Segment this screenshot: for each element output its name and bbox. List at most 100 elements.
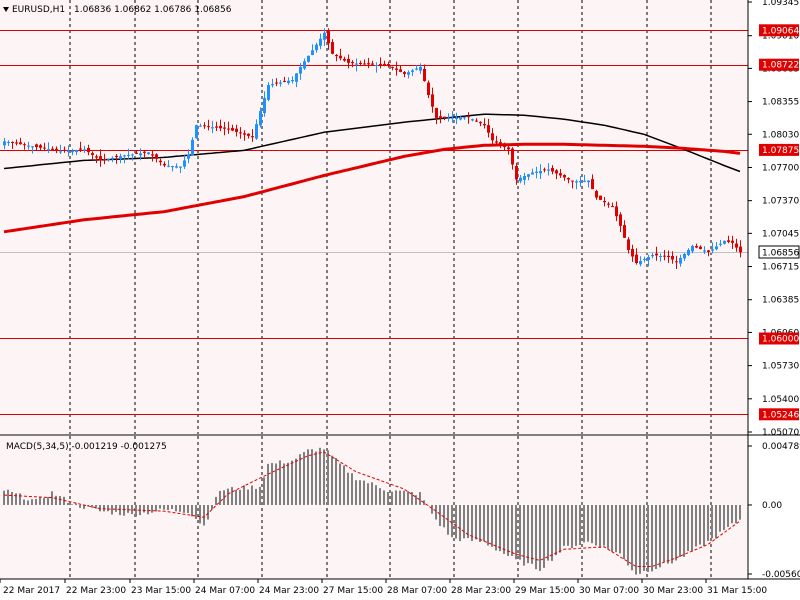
candle-body [147, 152, 150, 155]
candle-body [339, 55, 342, 59]
candle-body [495, 141, 498, 143]
macd-bar [155, 505, 157, 512]
macd-bar [227, 488, 229, 505]
macd-bar [159, 505, 161, 509]
candle-body [387, 64, 390, 66]
macd-bar [3, 490, 5, 505]
time-tick-label: 24 Mar 23:00 [259, 586, 319, 596]
candle-body [723, 240, 726, 244]
candle-body [311, 50, 314, 55]
macd-bar [183, 505, 185, 513]
macd-bar [219, 490, 221, 505]
candle-body [447, 117, 450, 119]
candle-body [643, 259, 646, 260]
candle-body [375, 65, 378, 67]
macd-bar [7, 489, 9, 505]
candle-body [55, 148, 58, 151]
macd-bar [179, 505, 181, 512]
macd-bar [615, 505, 617, 553]
current-price-tag: 1.06856 [758, 245, 800, 259]
macd-bar [711, 505, 713, 539]
macd-bar [499, 505, 501, 552]
macd-tick-label: -0.005605 [762, 570, 800, 580]
candle-body [83, 149, 86, 151]
macd-bar [443, 505, 445, 528]
macd-bar [75, 503, 77, 505]
candle-body [699, 246, 702, 249]
macd-bar [659, 505, 661, 568]
candle-body [415, 68, 418, 70]
candle-body [91, 153, 94, 155]
candle-body [155, 154, 158, 159]
candle-body [707, 250, 710, 252]
price-tick-label: 1.09345 [762, 0, 799, 8]
macd-bar [479, 505, 481, 542]
macd-bar [371, 482, 373, 505]
macd-bar [307, 449, 309, 505]
candle-body [79, 148, 82, 150]
macd-bar [715, 505, 717, 539]
macd-bar [335, 458, 337, 505]
macd-bar [415, 495, 417, 505]
macd-bar [171, 505, 173, 509]
candle-body [659, 256, 662, 257]
macd-bar [111, 505, 113, 515]
candle-body [247, 133, 250, 136]
macd-bar [459, 505, 461, 542]
candle-body [19, 142, 22, 145]
moving-average-0 [3, 113, 741, 173]
candle-body [623, 225, 626, 238]
macd-signal [3, 451, 741, 567]
macd-bar [679, 505, 681, 557]
macd-bar [575, 505, 577, 546]
candle-body [115, 155, 118, 158]
macd-bar [263, 477, 265, 505]
candle-body [451, 117, 454, 119]
candle-body [267, 85, 270, 100]
candle-body [419, 66, 422, 71]
macd-bar [15, 493, 17, 505]
candle-body [607, 203, 610, 205]
macd-bar [587, 505, 589, 542]
candle-body [347, 58, 350, 63]
macd-bar [555, 505, 557, 556]
candle-body [391, 66, 394, 68]
candle-body [243, 133, 246, 135]
macd-bar [483, 505, 485, 542]
price-tick-label: 1.06715 [762, 263, 799, 273]
macd-bar [247, 489, 249, 505]
candle-body [475, 120, 478, 122]
candle-body [315, 44, 318, 51]
candle-body [407, 72, 410, 75]
candle-body [383, 63, 386, 66]
time-tick-label: 28 Mar 23:00 [451, 586, 511, 596]
candle-body [59, 151, 62, 153]
macd-bar [223, 490, 225, 505]
candle-body [647, 257, 650, 260]
time-tick-label: 22 Mar 2017 [3, 586, 60, 596]
macd-bar [43, 498, 45, 505]
triangle-down-icon[interactable] [3, 7, 9, 12]
macd-bar [531, 505, 533, 564]
macd-bar [71, 504, 73, 505]
macd-bar [67, 502, 69, 505]
candle-body [531, 172, 534, 175]
candle-body [431, 94, 434, 107]
macd-bar [235, 490, 237, 505]
macd-bar [563, 505, 565, 546]
macd-bar [703, 505, 705, 547]
macd-bar [35, 498, 37, 505]
candle-body [191, 139, 194, 156]
candle-body [427, 82, 430, 95]
candle-body [151, 154, 154, 156]
candle-body [395, 68, 398, 70]
macd-bar [471, 505, 473, 541]
time-tick-label: 30 Mar 07:00 [579, 586, 639, 596]
price-tick-label: 1.05070 [762, 428, 799, 438]
price-tick-label: 1.06385 [762, 296, 799, 306]
candle-body [591, 179, 594, 190]
macd-bar [511, 505, 513, 556]
macd-bar [211, 505, 213, 510]
candle-body [171, 166, 174, 168]
macd-bar [391, 491, 393, 505]
